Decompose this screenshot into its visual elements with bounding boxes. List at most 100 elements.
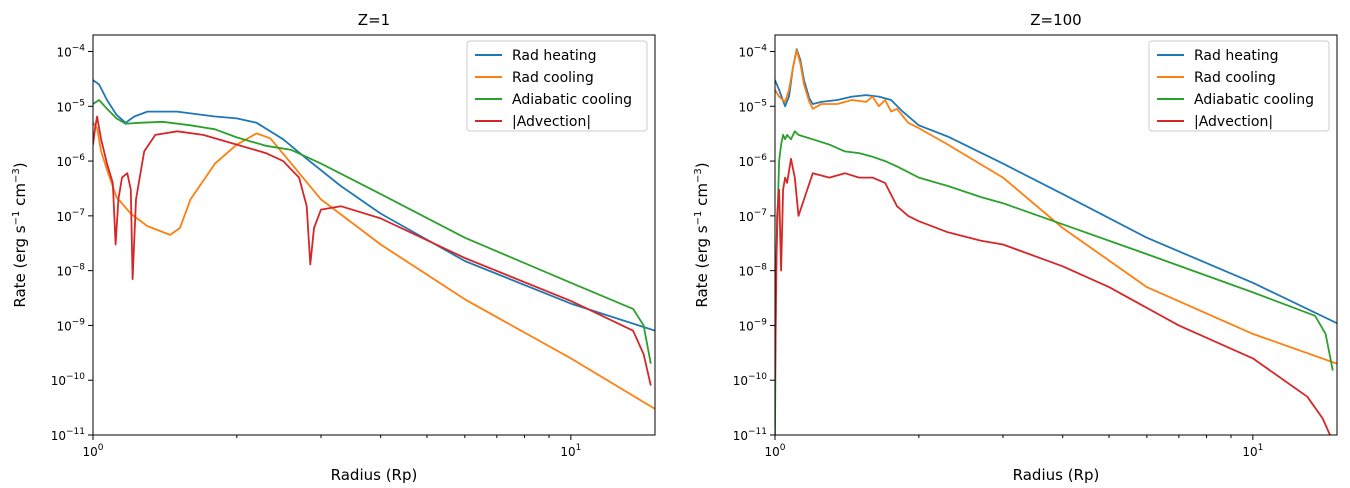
y-tick-label: 10−5 [56, 98, 85, 114]
y-axis-label-sup: −1 [693, 211, 704, 226]
series-line-1 [93, 122, 655, 410]
y-tick-label-exp: −11 [66, 427, 85, 437]
y-axis-label-part: ) [11, 162, 29, 168]
y-tick-label-base: 10 [738, 45, 753, 59]
y-tick-label-base: 10 [738, 265, 753, 279]
y-axis-label-sup: −3 [11, 168, 22, 183]
x-tick-label: 101 [1242, 443, 1263, 459]
y-tick-label: 10−10 [733, 372, 768, 388]
y-tick-label-exp: −10 [66, 372, 85, 382]
plot-frame [774, 34, 1338, 436]
y-tick-label: 10−7 [738, 208, 767, 224]
x-tick-label-base: 10 [82, 445, 97, 459]
y-tick-label-base: 10 [56, 155, 71, 169]
x-tick-label-exp: 0 [98, 443, 104, 453]
y-tick-label-exp: −5 [72, 98, 85, 108]
legend: Rad heating Rad cooling Adiabatic cooling |… [466, 40, 648, 132]
legend-label-3: |Advection| [1194, 114, 1273, 130]
y-tick-label: 10−6 [738, 153, 767, 169]
x-tick-label: 100 [82, 443, 103, 459]
y-tick-label-base: 10 [56, 210, 71, 224]
series-group [93, 79, 655, 410]
legend-label-2: Adiabatic cooling [512, 92, 632, 108]
series-line-0 [93, 79, 655, 332]
y-tick-label: 10−5 [738, 98, 767, 114]
y-tick-label: 10−11 [51, 427, 85, 443]
y-tick-label-base: 10 [733, 429, 748, 443]
legend: Rad heating Rad cooling Adiabatic cooling |… [1148, 40, 1330, 132]
y-tick-label: 10−6 [56, 153, 85, 169]
x-tick-label-exp: 1 [576, 443, 582, 453]
y-axis-label-part: cm [11, 183, 29, 211]
y-axis-label-sup: −1 [11, 211, 22, 226]
plot-frame [92, 34, 656, 436]
legend-frame [1148, 40, 1330, 132]
y-tick-label-exp: −8 [72, 263, 86, 273]
y-tick-label-base: 10 [56, 319, 71, 333]
y-tick-label-exp: −6 [754, 153, 768, 163]
y-tick-label-base: 10 [56, 265, 71, 279]
y-tick-label-base: 10 [738, 100, 753, 114]
y-tick-label-base: 10 [56, 45, 71, 59]
y-tick-label: 10−9 [56, 317, 85, 333]
y-axis-label-part: ) [693, 162, 711, 168]
y-tick-label: 10−4 [738, 43, 767, 59]
y-tick-label-base: 10 [738, 319, 753, 333]
y-axis-label-part: cm [693, 183, 711, 211]
y-tick-label-exp: −8 [754, 263, 768, 273]
legend-label-1: Rad cooling [512, 70, 594, 86]
y-tick-label: 10−8 [56, 263, 85, 279]
y-tick-label: 10−9 [738, 317, 767, 333]
x-tick-label: 101 [560, 443, 581, 459]
y-axis-label: Rate (erg s−1 cm−3) [11, 162, 29, 307]
y-axis-label-sup: −3 [693, 168, 704, 183]
x-tick-label-base: 10 [560, 445, 575, 459]
x-tick-label-base: 10 [1242, 445, 1257, 459]
legend-label-1: Rad cooling [1194, 70, 1276, 86]
y-tick-label-base: 10 [51, 374, 66, 388]
y-tick-label-exp: −7 [754, 208, 767, 218]
series-group [775, 48, 1337, 435]
y-tick-label-base: 10 [738, 155, 753, 169]
chart-title: Z=100 [1030, 11, 1081, 29]
legend-frame [466, 40, 648, 132]
x-tick-label-exp: 0 [780, 443, 786, 453]
y-tick-label-exp: −4 [754, 43, 768, 53]
y-tick-label: 10−8 [738, 263, 767, 279]
y-tick-label-exp: −4 [72, 43, 86, 53]
y-tick-label-base: 10 [738, 210, 753, 224]
series-line-2 [775, 130, 1334, 435]
y-tick-label-base: 10 [733, 374, 748, 388]
x-axis-label: Radius (Rp) [1013, 466, 1100, 484]
y-tick-label-base: 10 [51, 429, 66, 443]
y-axis-label-part: Rate (erg s [693, 225, 711, 307]
y-axis-label-part: Rate (erg s [11, 225, 29, 307]
series-line-3 [775, 157, 1331, 435]
legend-label-3: |Advection| [512, 114, 591, 130]
y-tick-label-exp: −6 [72, 153, 86, 163]
y-tick-label: 10−10 [51, 372, 86, 388]
y-tick-label-exp: −9 [72, 317, 86, 327]
x-tick-label-exp: 1 [1258, 443, 1264, 453]
y-tick-label-exp: −7 [72, 208, 85, 218]
legend-label-2: Adiabatic cooling [1194, 92, 1314, 108]
y-tick-label-exp: −10 [748, 372, 767, 382]
series-line-1 [775, 49, 1337, 365]
y-tick-label-exp: −11 [748, 427, 767, 437]
y-tick-label-exp: −5 [754, 98, 767, 108]
series-line-3 [93, 115, 652, 386]
y-tick-label-base: 10 [56, 100, 71, 114]
y-axis-label: Rate (erg s−1 cm−3) [693, 162, 711, 307]
x-axis-label: Radius (Rp) [331, 466, 418, 484]
y-tick-label: 10−4 [56, 43, 85, 59]
y-tick-label: 10−11 [733, 427, 767, 443]
legend-label-0: Rad heating [1194, 48, 1279, 64]
chart-title: Z=1 [358, 11, 390, 29]
y-tick-label-exp: −9 [754, 317, 768, 327]
x-tick-label-base: 10 [764, 445, 779, 459]
x-tick-label: 100 [764, 443, 785, 459]
series-line-2 [93, 99, 652, 364]
